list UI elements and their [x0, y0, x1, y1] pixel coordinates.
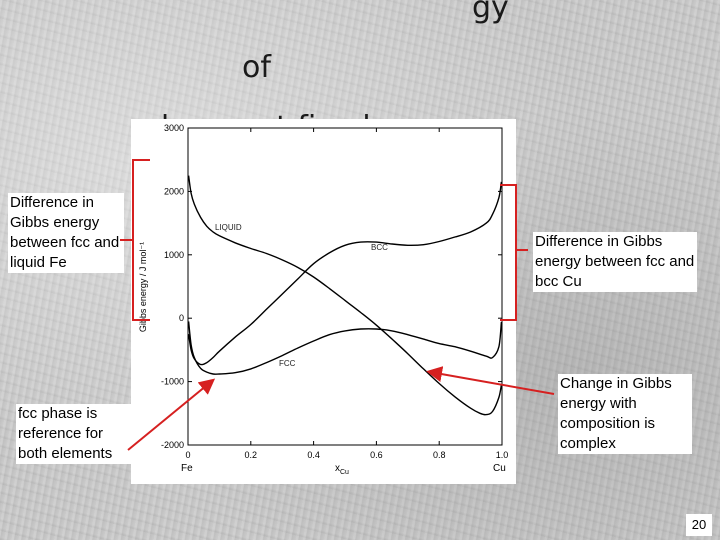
- y-axis-label: Gibbs energy / J mol⁻¹: [138, 242, 148, 332]
- gibbs-energy-chart: -2000 -1000 0 1000 2000 3000 0 0.2 0.4 0.6 0.8 1.0…: [131, 119, 516, 484]
- y-tick-label: 2000: [164, 186, 184, 196]
- note-fcc-liquid-fe: Difference in Gibbs energy between fcc a…: [8, 193, 124, 273]
- series-curves: [187, 175, 503, 416]
- x-axis-label: xCu: [335, 463, 349, 476]
- y-tick-label: -1000: [161, 377, 184, 387]
- x-tick-label: 0.4: [307, 450, 320, 460]
- note-composition-change: Change in Gibbs energy with composition …: [558, 374, 692, 454]
- x-tick-label: 0.8: [433, 450, 446, 460]
- x-tick-label: 0.2: [245, 450, 258, 460]
- y-tick-label: 0: [179, 313, 184, 323]
- page-number: 20: [686, 514, 712, 536]
- x-tick-label: 1.0: [496, 450, 509, 460]
- note-fcc-reference: fcc phase is reference for both elements: [16, 404, 132, 464]
- x-axis-label-sub: Cu: [340, 469, 349, 476]
- x-tick-label: 0.6: [370, 450, 383, 460]
- y-tick-label: 1000: [164, 250, 184, 260]
- x-end-label-fe: Fe: [181, 463, 193, 474]
- x-tick-label: 0: [185, 450, 190, 460]
- y-tick-label: 3000: [164, 123, 184, 133]
- y-tick-label: -2000: [161, 440, 184, 450]
- series-label-fcc: FCC: [279, 359, 296, 368]
- series-label-bcc: BCC: [371, 243, 388, 252]
- title-line-1: gy: [472, 0, 509, 25]
- series-label-liquid: LIQUID: [215, 223, 242, 232]
- note-fcc-bcc-cu: Difference in Gibbs energy between fcc a…: [533, 232, 697, 292]
- series-line-bcc: [187, 181, 503, 366]
- x-end-label-cu: Cu: [493, 463, 506, 474]
- series-line-fcc: [187, 321, 503, 375]
- chart-background: [131, 119, 516, 484]
- title-line-2: of: [242, 50, 271, 85]
- x-axis-label-main: x: [335, 463, 340, 474]
- series-line-liquid: [187, 175, 503, 416]
